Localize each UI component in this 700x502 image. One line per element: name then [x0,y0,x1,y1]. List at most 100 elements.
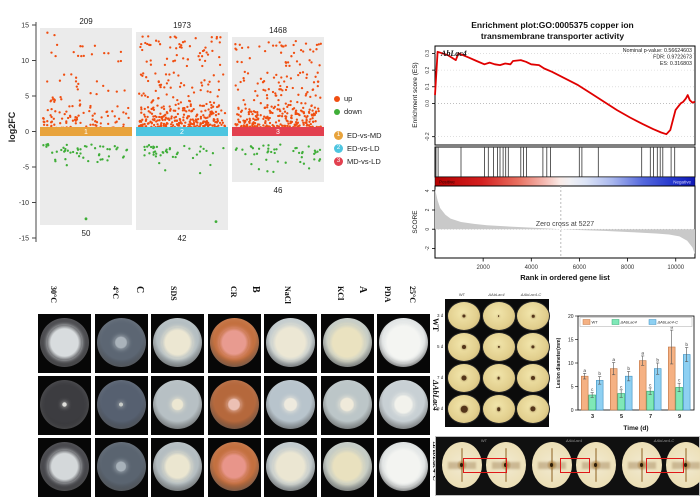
lesion-bar [580,375,589,411]
svg-text:2: 2 [180,129,184,136]
svg-text:5: 5 [620,414,623,420]
apple-fruit [447,394,481,424]
petri-dish [207,376,261,435]
fungal-colony [282,396,299,413]
sig-letter: c [620,385,623,390]
petri-dish [151,314,204,373]
svg-text:0.2: 0.2 [425,66,431,73]
rank-axis-label: Rank in ordered gene list [520,273,610,282]
legend-label: ΔAbLac4-C [657,320,679,325]
svg-text:7: 7 [649,414,652,420]
gsea-title-line1: Enrichment plot:GO:0005375 copper ion [471,20,634,30]
agar-plate [209,318,259,367]
petri-dish [94,314,148,373]
apple-fruit [447,363,481,393]
fungal-colony [272,324,309,361]
svg-text:3: 3 [276,129,280,136]
legend-comparison: 1 ED-vs-MD [334,129,400,142]
sig-letter: b [685,342,688,348]
gsea-stat: FDR: 0.9722673 [653,55,692,61]
fungal-colony [329,449,365,484]
sig-letter: b [656,358,659,364]
sig-letter: a [583,369,586,374]
lesion-highlight-box [463,458,507,473]
panel-letter: A [357,286,368,294]
svg-text:0.0: 0.0 [425,100,431,107]
fungal-colony [61,401,68,408]
jitter-legend: up down 1 ED-vs-MD 2 ED-vs-LD 3 MD-vs-LD [334,92,400,168]
comparison-band [232,127,324,136]
lesion-highlight-box [560,458,590,473]
svg-text:10: 10 [568,361,574,367]
condition-label: 25°C [408,286,417,303]
svg-text:8000: 8000 [621,265,635,271]
lesion-spot [531,376,535,380]
agar-plate [209,380,259,429]
svg-text:4000: 4000 [525,265,539,271]
apple-col-header: ΔAbLac4 [488,292,505,297]
svg-text:10000: 10000 [667,265,684,271]
svg-text:0: 0 [425,228,431,231]
petri-dish [320,314,374,373]
lesion-bar [595,380,604,411]
section-group-label: WT [480,438,488,443]
petri-dish [264,376,317,435]
sig-letter: a [612,358,615,363]
petri-dish [377,314,430,373]
svg-text:9: 9 [678,414,681,420]
sig-letter: a [641,351,644,356]
petri-dish [94,438,148,497]
enrichment-curve [434,50,696,136]
agar-plate [266,442,315,491]
panel-letter: B [250,286,261,293]
legend-comparison: 2 ED-vs-LD [334,142,400,155]
condition-label: PDA [383,286,392,303]
lesion-spot [496,407,501,411]
fungal-colony [118,402,124,407]
sig-letter: c [591,388,594,393]
seed [550,463,554,468]
agar-plate [40,380,89,429]
comparison-band [136,127,228,136]
legend-up: up [334,92,400,105]
lesion-y-label: Lesion diameter(mm) [556,337,562,388]
apple-fruit [516,301,550,331]
fungal-colony [162,451,193,482]
fungal-colony [114,335,128,350]
petri-dish [151,376,204,435]
apple-half [576,442,616,488]
comparison-badge-icon: 3 [334,157,343,166]
up-count: 1973 [173,21,191,30]
lesion-spot [461,375,467,381]
svg-text:20: 20 [568,314,574,320]
svg-text:6000: 6000 [573,265,587,271]
condition-label: KCl [336,286,345,301]
down-count: 46 [274,186,283,195]
lesion-spot [531,345,535,349]
svg-text:-2: -2 [425,246,431,251]
lesion-spot [462,345,466,349]
sig-letter: b [627,366,630,372]
lesion-bar [625,375,633,411]
apple-row-label: 9 d [437,406,444,411]
section-group-label: ΔAbLac4-C [653,438,675,443]
agar-plate [209,442,259,491]
down-dot-icon [334,108,340,115]
gsea-title-line2: transmembrane transporter activity [480,30,625,41]
apple-row-label: 3 d [437,313,444,318]
petri-dish [207,314,261,373]
gsea-enrichment-plot: Enrichment plot:GO:0005375 copper ion tr… [405,20,700,292]
lesion-chart-canvas: 0 5 10 15 20 Lesion diameter(mm) 3 a c b 5 a c b 7 a c b 9… [556,314,695,432]
zero-cross-label: Zero cross at 5227 [536,221,594,228]
apple-half [622,442,662,488]
agar-plate [153,380,202,429]
fungal-colony [48,450,81,483]
fungal-colony [393,394,414,415]
seed [504,463,508,468]
agar-plate [322,380,372,429]
down-count: 42 [178,234,187,243]
condition-label: 4°C [111,286,120,299]
seed [640,463,644,468]
fungal-colony [170,397,185,412]
